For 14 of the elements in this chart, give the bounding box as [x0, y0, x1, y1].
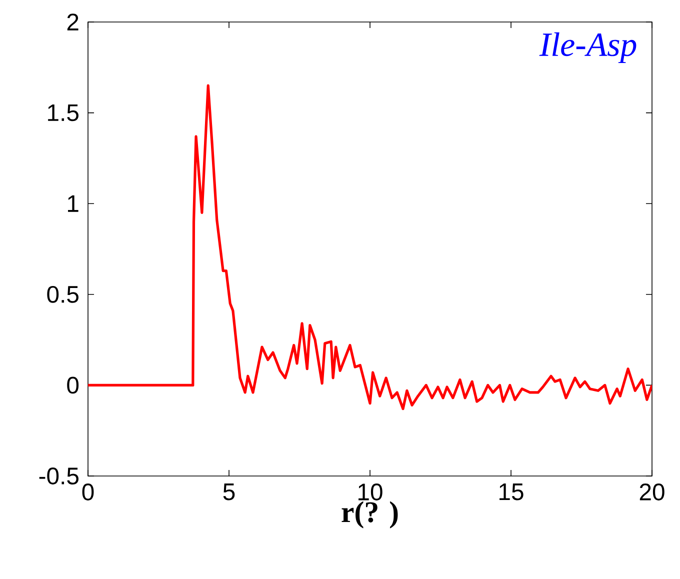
- y-tick-label: 2: [67, 14, 78, 30]
- x-tick-label: 15: [500, 484, 524, 500]
- x-axis-title: r(? ): [342, 501, 398, 528]
- y-tick-label: 0.5: [47, 286, 78, 303]
- x-tick-label: 0: [82, 484, 94, 500]
- x-tick-label: 5: [223, 484, 235, 500]
- y-tick-label: 1.5: [48, 104, 78, 122]
- y-tick-label: 0: [67, 376, 79, 394]
- y-tick-label: 1: [68, 195, 78, 212]
- x-tick-label: 10: [358, 484, 382, 500]
- x-tick-label: 20: [640, 484, 664, 500]
- chart-title: Ile-Asp: [539, 32, 636, 64]
- line-series: [88, 84, 652, 410]
- y-tick-label: -0.5: [39, 468, 78, 484]
